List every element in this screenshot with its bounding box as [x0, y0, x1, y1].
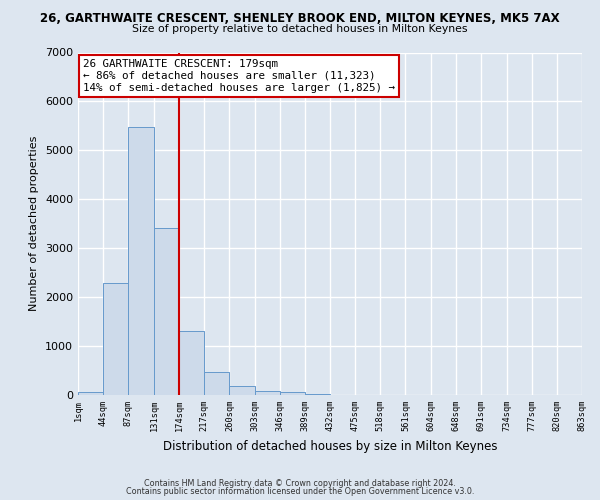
- X-axis label: Distribution of detached houses by size in Milton Keynes: Distribution of detached houses by size …: [163, 440, 497, 452]
- Text: Contains HM Land Registry data © Crown copyright and database right 2024.: Contains HM Land Registry data © Crown c…: [144, 478, 456, 488]
- Text: 26, GARTHWAITE CRESCENT, SHENLEY BROOK END, MILTON KEYNES, MK5 7AX: 26, GARTHWAITE CRESCENT, SHENLEY BROOK E…: [40, 12, 560, 26]
- Bar: [254, 391, 280, 395]
- Bar: [229, 386, 254, 395]
- Bar: [128, 127, 154, 395]
- Text: Size of property relative to detached houses in Milton Keynes: Size of property relative to detached ho…: [132, 24, 468, 34]
- Text: Contains public sector information licensed under the Open Government Licence v3: Contains public sector information licen…: [126, 487, 474, 496]
- Bar: [305, 394, 330, 395]
- Y-axis label: Number of detached properties: Number of detached properties: [29, 136, 40, 312]
- Bar: [179, 331, 204, 395]
- Bar: [154, 228, 179, 395]
- Text: 26 GARTHWAITE CRESCENT: 179sqm
← 86% of detached houses are smaller (11,323)
14%: 26 GARTHWAITE CRESCENT: 179sqm ← 86% of …: [83, 60, 395, 92]
- Bar: [78, 392, 103, 395]
- Bar: [204, 372, 229, 395]
- Bar: [103, 284, 128, 395]
- Bar: [280, 392, 305, 395]
